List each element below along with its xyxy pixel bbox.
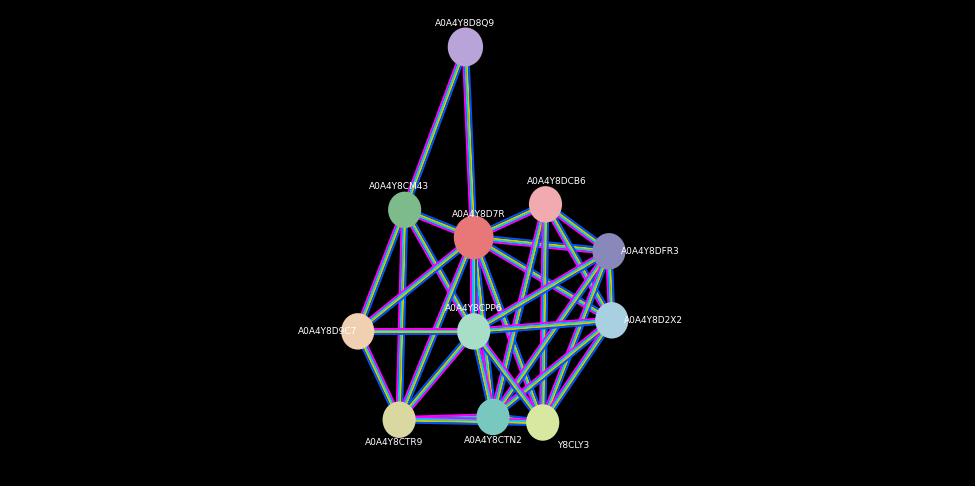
Ellipse shape bbox=[448, 28, 483, 67]
Ellipse shape bbox=[457, 313, 490, 349]
Ellipse shape bbox=[593, 233, 626, 270]
Text: A0A4Y8DCB6: A0A4Y8DCB6 bbox=[526, 176, 586, 186]
Ellipse shape bbox=[477, 399, 510, 435]
Ellipse shape bbox=[388, 191, 421, 228]
Ellipse shape bbox=[595, 302, 628, 339]
Ellipse shape bbox=[528, 186, 562, 223]
Text: A0A4Y8D9C7: A0A4Y8D9C7 bbox=[297, 327, 357, 336]
Ellipse shape bbox=[382, 401, 415, 438]
Text: A0A4Y8CTR9: A0A4Y8CTR9 bbox=[365, 438, 423, 448]
Text: A0A4Y8D8Q9: A0A4Y8D8Q9 bbox=[436, 19, 495, 28]
Text: A0A4Y8CTN2: A0A4Y8CTN2 bbox=[464, 435, 523, 445]
Text: Y8CLY3: Y8CLY3 bbox=[557, 441, 589, 450]
Ellipse shape bbox=[341, 313, 374, 349]
Ellipse shape bbox=[526, 404, 560, 441]
Text: A0A4Y8D7R: A0A4Y8D7R bbox=[452, 210, 506, 219]
Text: A0A4Y8CM43: A0A4Y8CM43 bbox=[370, 182, 429, 191]
Text: A0A4Y8CPP6: A0A4Y8CPP6 bbox=[445, 304, 502, 312]
Ellipse shape bbox=[453, 216, 493, 260]
Text: A0A4Y8DFR3: A0A4Y8DFR3 bbox=[621, 247, 680, 256]
Text: A0A4Y8D2X2: A0A4Y8D2X2 bbox=[624, 316, 682, 325]
